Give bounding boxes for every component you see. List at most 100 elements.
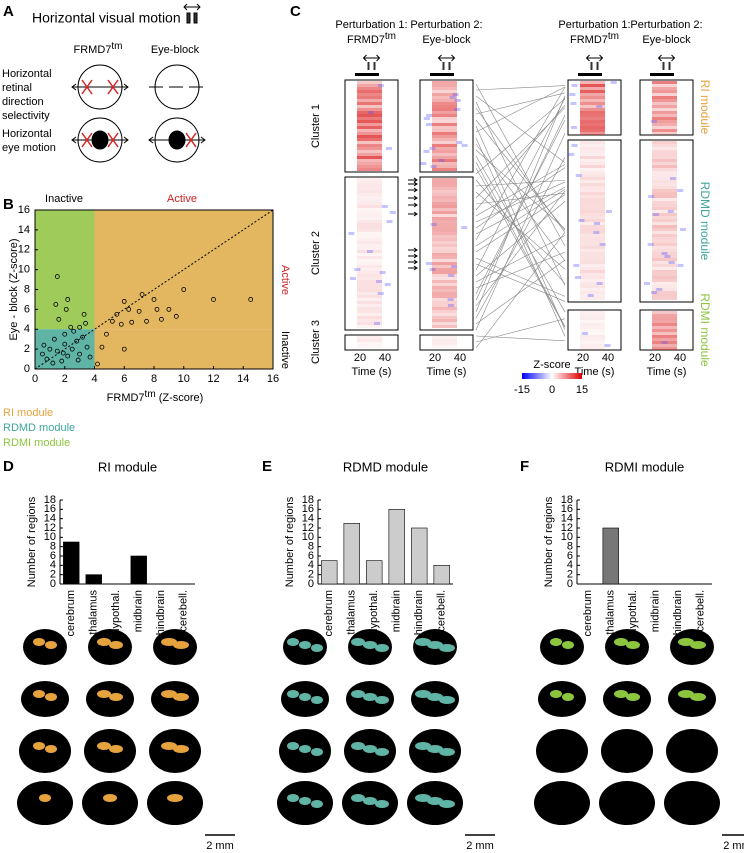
heatmap-cell <box>604 344 611 347</box>
heatmap-row <box>652 165 677 168</box>
heatmap-row <box>580 285 605 288</box>
heatmap-row <box>652 144 677 147</box>
link <box>475 97 566 271</box>
y-tick-label: 6 <box>567 550 573 562</box>
brain-region <box>287 742 299 750</box>
bar <box>366 560 383 585</box>
colorbar-tick: -15 <box>514 384 530 396</box>
heatmap-row <box>580 294 605 297</box>
heatmap-row <box>357 280 382 283</box>
heatmap-row <box>652 332 677 335</box>
heatmap-cell <box>668 261 675 264</box>
stim-icon <box>373 62 376 70</box>
link <box>475 263 566 302</box>
link <box>475 251 566 289</box>
heatmap-row <box>432 217 457 220</box>
heatmap-row <box>432 256 457 259</box>
region <box>94 210 273 330</box>
heatmap-cell <box>461 144 468 147</box>
heatmap-row <box>432 120 457 123</box>
brain-region <box>363 641 377 649</box>
heatmap-row <box>357 322 382 325</box>
heatmap-row <box>432 274 457 277</box>
x-tick-label: 40 <box>379 352 391 364</box>
heatmap-cell <box>449 96 456 99</box>
heatmap-row <box>652 231 677 234</box>
heatmap-cell <box>596 282 603 285</box>
stim-icon <box>590 62 593 70</box>
heatmap-row <box>652 282 677 285</box>
brain-region <box>97 690 111 698</box>
heatmap-row <box>432 247 457 250</box>
arrow <box>408 195 418 201</box>
brain-region <box>45 641 57 649</box>
heatmap-row <box>652 261 677 264</box>
row-label: retinal <box>2 82 32 94</box>
heatmap-row <box>432 99 457 102</box>
heatmap-row <box>357 214 382 217</box>
column-subtitle: Eye-block <box>422 34 471 46</box>
heatmap <box>639 79 694 136</box>
heatmap-row <box>652 114 677 117</box>
column-title: Perturbation 2: <box>630 19 702 31</box>
heatmap-row <box>652 258 677 261</box>
heatmap-row <box>580 255 605 258</box>
heatmap-row <box>580 279 605 282</box>
brain-section <box>17 781 73 825</box>
y-tick-label: 8 <box>50 541 56 553</box>
point <box>159 316 164 322</box>
heatmap-row <box>432 229 457 232</box>
heatmap-cell <box>606 210 613 213</box>
chart-title: RDMI module <box>605 459 684 474</box>
stim-bar <box>430 73 454 76</box>
heatmap-row <box>580 314 605 317</box>
heatmap-cell <box>461 226 468 229</box>
heatmap-row <box>357 277 382 280</box>
point <box>51 336 57 342</box>
x-tick-label: midbrain <box>650 590 662 632</box>
point <box>68 324 74 330</box>
heatmap-cell <box>667 210 674 213</box>
heatmap-row <box>580 237 605 240</box>
heatmap-row <box>580 144 605 147</box>
brain-region <box>351 794 365 802</box>
heatmap-row <box>580 320 605 323</box>
heatmap-row <box>652 120 677 123</box>
module-label: RDMI module <box>698 293 712 367</box>
y-tick-label: 8 <box>567 541 573 553</box>
heatmap-cell <box>368 111 375 114</box>
heatmap-row <box>652 249 677 252</box>
point <box>151 297 157 302</box>
brain-region <box>375 800 389 808</box>
y-tick-label: 16 <box>18 204 30 216</box>
legend-entry: RI module <box>3 407 53 419</box>
heatmap-row <box>580 317 605 320</box>
heatmap-row <box>357 336 382 339</box>
heatmap-row <box>580 231 605 234</box>
y-tick-label: 4 <box>24 323 30 335</box>
heatmap-row <box>432 310 457 313</box>
heatmap-cell <box>587 294 594 297</box>
heatmap-row <box>357 102 382 105</box>
heatmap-row <box>357 289 382 292</box>
x-tick-label: cerebrum <box>323 590 335 636</box>
link <box>475 167 566 229</box>
heatmap-row <box>580 111 605 114</box>
brain-region <box>351 638 365 646</box>
heatmap-row <box>652 189 677 192</box>
x-tick-label: cerebell. <box>436 590 448 632</box>
heatmap-cell <box>456 141 463 144</box>
point <box>54 348 60 354</box>
brain-region <box>427 745 443 753</box>
heatmap-row <box>357 256 382 259</box>
heatmap-row <box>357 307 382 310</box>
arrow <box>408 265 418 271</box>
x-tick-label: 20 <box>577 352 589 364</box>
heatmap-row <box>357 129 382 132</box>
heatmap-row <box>432 250 457 253</box>
heatmap-row <box>357 253 382 256</box>
heatmap-row <box>432 105 457 108</box>
x-tick-label: 20 <box>429 352 441 364</box>
point <box>75 357 81 363</box>
arrow <box>408 211 418 217</box>
